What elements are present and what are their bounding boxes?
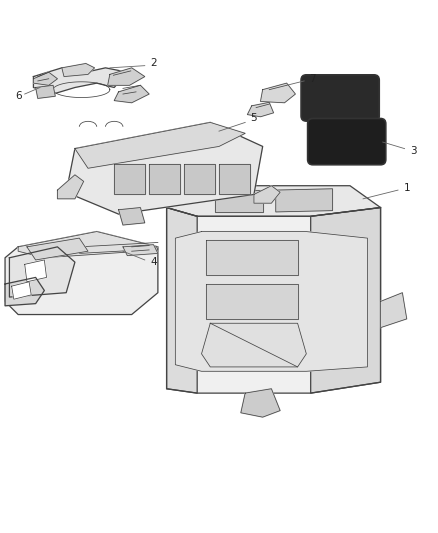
Polygon shape [381,293,407,328]
Polygon shape [166,185,381,216]
Polygon shape [27,238,88,260]
Polygon shape [247,102,274,117]
Polygon shape [215,190,263,212]
Polygon shape [5,277,44,306]
Polygon shape [114,85,149,103]
Polygon shape [241,389,280,417]
Polygon shape [25,260,46,282]
Polygon shape [123,245,158,256]
Polygon shape [311,207,381,393]
FancyBboxPatch shape [301,75,379,121]
Polygon shape [114,164,145,195]
Polygon shape [166,207,197,393]
Text: 6: 6 [15,91,21,101]
Polygon shape [206,240,297,275]
Polygon shape [35,85,55,99]
Polygon shape [201,323,306,367]
Polygon shape [108,68,145,85]
Text: 7: 7 [310,74,316,84]
Text: 5: 5 [251,113,257,123]
FancyBboxPatch shape [307,118,386,165]
Text: 3: 3 [410,146,417,156]
Polygon shape [12,282,31,299]
Polygon shape [18,231,158,258]
Polygon shape [57,175,84,199]
Polygon shape [261,83,295,103]
Polygon shape [206,284,297,319]
Polygon shape [33,68,127,94]
Polygon shape [254,185,280,203]
Polygon shape [149,164,180,195]
Polygon shape [5,231,158,314]
Polygon shape [184,164,215,195]
Polygon shape [33,72,57,85]
Text: 2: 2 [150,59,157,68]
Polygon shape [166,207,381,393]
Text: 1: 1 [403,183,410,193]
Text: 4: 4 [150,257,157,267]
Polygon shape [119,207,145,225]
Polygon shape [219,164,250,195]
Polygon shape [276,189,332,212]
Polygon shape [62,63,95,77]
Polygon shape [10,247,75,297]
Polygon shape [175,231,367,372]
Polygon shape [66,123,263,214]
Polygon shape [75,123,245,168]
